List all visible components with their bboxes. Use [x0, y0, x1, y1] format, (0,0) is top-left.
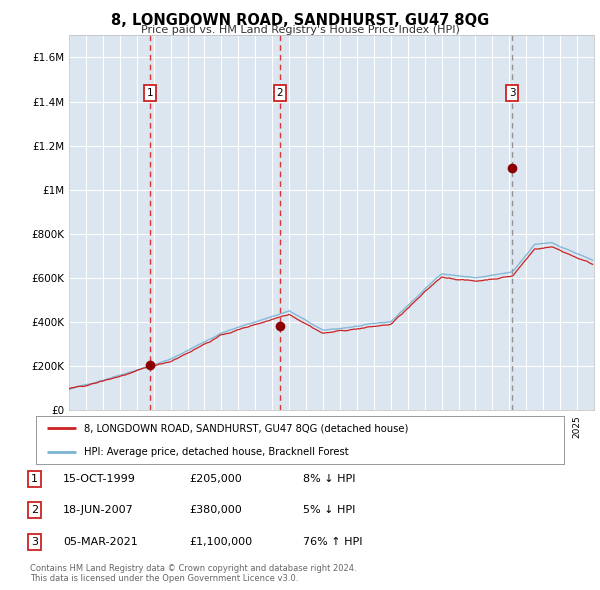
Text: 8% ↓ HPI: 8% ↓ HPI [303, 474, 355, 484]
Text: HPI: Average price, detached house, Bracknell Forest: HPI: Average price, detached house, Brac… [83, 447, 348, 457]
Text: 2: 2 [31, 506, 38, 515]
Text: £380,000: £380,000 [189, 506, 242, 515]
Text: 3: 3 [509, 88, 515, 98]
Text: 15-OCT-1999: 15-OCT-1999 [63, 474, 136, 484]
Text: 1: 1 [31, 474, 38, 484]
Text: 05-MAR-2021: 05-MAR-2021 [63, 537, 138, 546]
Text: Price paid vs. HM Land Registry's House Price Index (HPI): Price paid vs. HM Land Registry's House … [140, 25, 460, 35]
Text: 1: 1 [147, 88, 154, 98]
Text: £205,000: £205,000 [189, 474, 242, 484]
Text: 8, LONGDOWN ROAD, SANDHURST, GU47 8QG (detached house): 8, LONGDOWN ROAD, SANDHURST, GU47 8QG (d… [83, 423, 408, 433]
Text: 3: 3 [31, 537, 38, 546]
Text: £1,100,000: £1,100,000 [189, 537, 252, 546]
Text: 2: 2 [277, 88, 283, 98]
Text: 76% ↑ HPI: 76% ↑ HPI [303, 537, 362, 546]
Text: Contains HM Land Registry data © Crown copyright and database right 2024.
This d: Contains HM Land Registry data © Crown c… [30, 563, 356, 583]
Text: 18-JUN-2007: 18-JUN-2007 [63, 506, 134, 515]
Text: 5% ↓ HPI: 5% ↓ HPI [303, 506, 355, 515]
Text: 8, LONGDOWN ROAD, SANDHURST, GU47 8QG: 8, LONGDOWN ROAD, SANDHURST, GU47 8QG [111, 13, 489, 28]
